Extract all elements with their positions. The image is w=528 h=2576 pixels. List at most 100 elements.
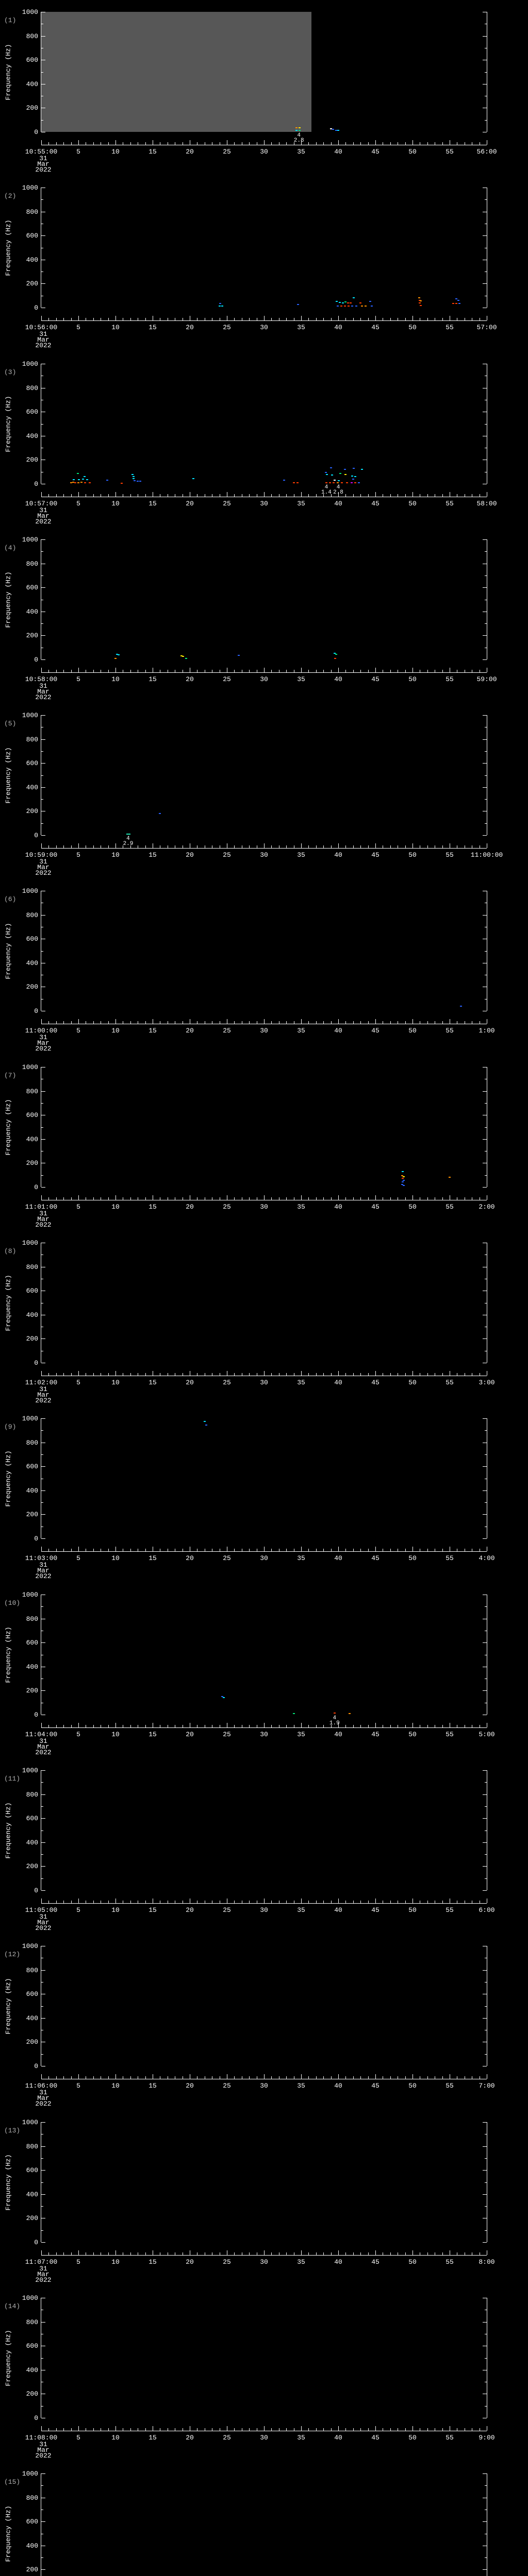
y-axis-tick: [41, 1338, 45, 1339]
x-axis-tick: [331, 494, 332, 497]
x-axis-tick: [301, 2074, 302, 2079]
x-axis-tick: [249, 142, 250, 145]
x-tick-label: 40: [334, 1203, 342, 1211]
x-start-time-label: 10:59:00: [25, 851, 58, 859]
x-axis-tick: [145, 494, 146, 497]
x-axis-tick: [71, 1549, 72, 1551]
y-axis-tick: [41, 1690, 45, 1691]
detection-point: [84, 482, 86, 483]
x-tick-label: 25: [223, 1554, 231, 1562]
y-axis-title: Frequency (Hz): [4, 1098, 12, 1156]
y-axis-tick: [483, 1538, 487, 1539]
date-line: Mar: [37, 160, 50, 168]
date-line: 31: [39, 155, 47, 162]
y-axis-tick: [483, 1690, 487, 1691]
x-axis-tick: [345, 1725, 346, 1727]
x-axis-tick: [316, 142, 317, 145]
x-tick-label: 25: [223, 675, 231, 683]
x-axis-tick: [412, 2426, 413, 2431]
y-tick-label: 0: [34, 1711, 38, 1719]
x-axis-tick: [145, 318, 146, 320]
x-axis-tick: [427, 494, 428, 497]
x-axis-tick: [145, 670, 146, 672]
y-axis-tick: [41, 2182, 43, 2183]
y-axis-tick: [41, 551, 43, 552]
x-tick-label: 10: [111, 1554, 120, 1562]
x-axis-tick: [63, 494, 64, 497]
x-tick-label: 30: [260, 851, 268, 859]
x-axis-tick: [130, 1901, 131, 1903]
x-axis-tick: [338, 140, 339, 145]
x-tick-label: 45: [371, 851, 380, 859]
x-axis-tick: [48, 2252, 49, 2255]
spectrogram-panel: (15)Frequency (Hz)0200400600800100051015…: [0, 2462, 528, 2576]
x-axis-tick: [78, 1547, 79, 1551]
x-axis-tick: [234, 142, 235, 145]
x-tick-label: 35: [297, 1554, 305, 1562]
x-axis-tick: [48, 2076, 49, 2079]
x-axis-tick: [71, 2076, 72, 2079]
x-axis-tick: [286, 845, 287, 848]
x-axis-tick: [345, 1373, 346, 1376]
x-tick-label: 45: [371, 2258, 380, 2266]
date-line: Mar: [37, 2094, 50, 2102]
y-axis-tick: [41, 1878, 43, 1879]
x-tick-label: 5: [76, 500, 80, 507]
x-tick-label: 30: [260, 1203, 268, 1211]
x-tick-label: 35: [297, 324, 305, 331]
x-axis-tick: [130, 1549, 131, 1551]
detection-point: [205, 1424, 207, 1426]
detection-point: [401, 1175, 403, 1176]
x-axis-tick: [427, 2076, 428, 2079]
x-axis-tick: [427, 1549, 428, 1551]
detection-point: [348, 1713, 351, 1714]
y-axis-tick: [41, 1606, 43, 1607]
x-tick-label: 55: [446, 2082, 454, 2090]
detection-point: [116, 653, 118, 655]
x-axis-tick: [56, 318, 57, 320]
x-axis-tick: [93, 670, 94, 672]
detection-point: [117, 654, 120, 656]
x-axis-tick: [108, 318, 109, 320]
x-axis-tick: [264, 668, 265, 672]
x-axis-tick: [338, 2426, 339, 2431]
x-tick-label: 20: [186, 1027, 194, 1035]
x-tick-label: 45: [371, 500, 380, 507]
x-axis-tick: [375, 843, 376, 848]
detection-point: [325, 482, 327, 484]
x-axis-tick: [93, 1725, 94, 1727]
date-line: 31: [39, 2089, 47, 2096]
date-line: Mar: [37, 1567, 50, 1574]
y-tick-label: 800: [26, 2318, 38, 2326]
y-tick-label: 400: [26, 1136, 38, 1143]
x-axis-tick: [368, 494, 369, 497]
x-tick-label: 15: [148, 1203, 157, 1211]
x-tick-label: 30: [260, 1027, 268, 1035]
detection-point: [126, 833, 129, 835]
x-axis-tick: [375, 1019, 376, 1024]
detection-point: [353, 297, 355, 298]
y-axis-tick: [483, 763, 487, 764]
y-axis-title: Frequency (Hz): [4, 1626, 12, 1683]
x-axis-tick: [301, 843, 302, 848]
x-axis-tick: [427, 1197, 428, 1200]
detection-point: [359, 302, 362, 303]
detection-point: [339, 473, 342, 474]
y-axis-tick: [41, 2122, 45, 2123]
x-end-time-label: 2:00: [478, 1203, 495, 1211]
y-axis-tick: [485, 1502, 487, 1503]
x-axis-tick: [93, 1373, 94, 1376]
x-tick-label: 40: [334, 2434, 342, 2442]
x-axis-tick: [41, 668, 42, 672]
x-axis-tick: [145, 845, 146, 848]
y-tick-label: 1000: [22, 887, 38, 895]
x-tick-label: 50: [408, 1203, 417, 1211]
x-tick-label: 55: [446, 2434, 454, 2442]
x-axis-tick: [316, 1373, 317, 1376]
x-axis-tick: [375, 1723, 376, 1727]
y-tick-label: 600: [26, 1111, 38, 1119]
y-axis-tick: [41, 1970, 45, 1971]
x-axis-tick: [41, 2250, 42, 2255]
x-axis-tick: [56, 494, 57, 497]
annotation-top: 4: [297, 132, 301, 139]
